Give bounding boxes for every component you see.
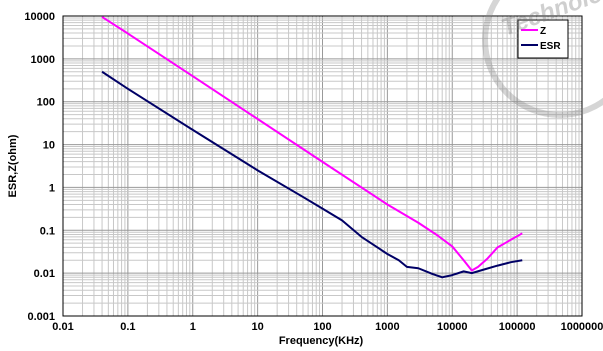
- x-tick-label: 10: [252, 321, 264, 333]
- x-tick-label: 100000: [499, 321, 536, 333]
- x-tick-label: 1000000: [561, 321, 603, 333]
- legend-box: [517, 19, 569, 59]
- y-tick-label: 1: [49, 182, 55, 194]
- y-tick-label: 1000: [31, 54, 55, 66]
- y-tick-label: 0.001: [27, 311, 55, 323]
- x-tick-label: 10000: [437, 321, 468, 333]
- y-tick-labels: 10000 1000 100 10 1 0.1 0.01 0.001: [24, 11, 55, 323]
- legend-label: ESR: [540, 41, 561, 52]
- x-tick-label: 1000: [375, 321, 399, 333]
- y-tick-label: 10000: [24, 11, 55, 23]
- y-tick-label: 10: [43, 140, 55, 152]
- x-tick-label: 0.1: [120, 321, 135, 333]
- grid: [62, 16, 582, 317]
- x-axis-label: Frequency(KHz): [279, 335, 364, 347]
- x-tick-label: 100: [313, 321, 331, 333]
- legend-label: Z: [540, 26, 546, 37]
- series-line-esr: [101, 70, 523, 279]
- y-tick-label: 0.1: [40, 225, 55, 237]
- x-tick-label: 0.01: [52, 321, 73, 333]
- y-tick-label: 0.01: [34, 268, 55, 280]
- legend: Z ESR: [517, 19, 569, 59]
- y-axis-label: ESR,Z(ohm): [7, 134, 19, 197]
- x-tick-labels: 0.01 0.1 1 10 100 1000 10000 100000 1000000: [52, 321, 603, 333]
- y-tick-label: 100: [37, 97, 55, 109]
- series-line-z: [101, 16, 523, 272]
- watermark-ring: [482, 0, 603, 118]
- x-tick-label: 1: [190, 321, 196, 333]
- series-group: [101, 16, 523, 279]
- plot-frame: [62, 15, 583, 317]
